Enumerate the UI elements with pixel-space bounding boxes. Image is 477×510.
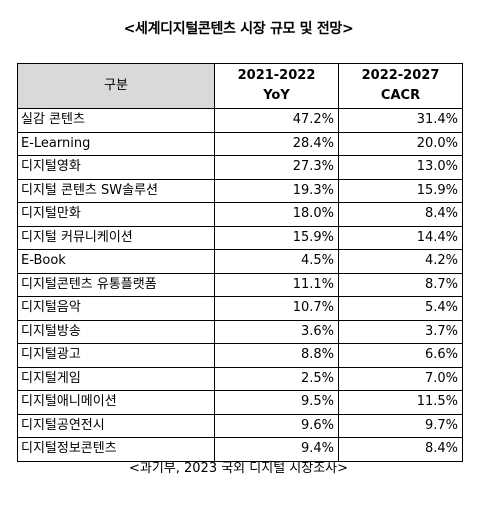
- row-yoy: 47.2%: [214, 108, 339, 133]
- row-yoy: 27.3%: [214, 155, 339, 180]
- row-name: 디지털게임: [17, 366, 215, 391]
- row-yoy: 28.4%: [214, 131, 339, 156]
- row-cacr: 8.4%: [338, 437, 463, 462]
- source-note: <과기부, 2023 국외 디지털 시장조사>: [128, 461, 349, 476]
- table-row: 디지털정보콘텐츠 9.4% 8.4%: [17, 437, 463, 462]
- row-name: 디지털 콘텐츠 SW솔루션: [17, 178, 215, 203]
- row-cacr: 15.9%: [338, 178, 463, 203]
- row-yoy: 11.1%: [214, 272, 339, 297]
- table-row: 실감 콘텐츠 47.2% 31.4%: [17, 108, 463, 133]
- row-cacr: 6.6%: [338, 343, 463, 368]
- table-row: 디지털 콘텐츠 SW솔루션 19.3% 15.9%: [17, 178, 463, 203]
- table-row: 디지털만화 18.0% 8.4%: [17, 202, 463, 227]
- row-cacr: 4.2%: [338, 249, 463, 274]
- table-row: 디지털게임 2.5% 7.0%: [17, 366, 463, 391]
- header-cacr: 2022-2027 CACR: [338, 63, 463, 109]
- row-cacr: 14.4%: [338, 225, 463, 250]
- row-cacr: 5.4%: [338, 296, 463, 321]
- row-cacr: 20.0%: [338, 131, 463, 156]
- table-row: 디지털방송 3.6% 3.7%: [17, 319, 463, 344]
- row-yoy: 15.9%: [214, 225, 339, 250]
- table-row: E-Learning 28.4% 20.0%: [17, 131, 463, 156]
- row-yoy: 2.5%: [214, 366, 339, 391]
- row-cacr: 9.7%: [338, 413, 463, 438]
- table-header-row: 구분 2021-2022 YoY 2022-2027 CACR: [17, 63, 463, 109]
- header-yoy-period: 2021-2022: [237, 68, 316, 83]
- page-title: <세계디지털콘텐츠 시장 규모 및 전망>: [123, 21, 354, 37]
- row-cacr: 7.0%: [338, 366, 463, 391]
- row-cacr: 11.5%: [338, 390, 463, 415]
- row-cacr: 31.4%: [338, 108, 463, 133]
- row-name: 디지털방송: [17, 319, 215, 344]
- row-name: E-Learning: [17, 131, 215, 156]
- table-row: 디지털영화 27.3% 13.0%: [17, 155, 463, 180]
- table-row: 디지털콘텐츠 유통플랫폼 11.1% 8.7%: [17, 272, 463, 297]
- row-yoy: 8.8%: [214, 343, 339, 368]
- row-name: 디지털음악: [17, 296, 215, 321]
- market-table: 구분 2021-2022 YoY 2022-2027 CACR 실감 콘텐츠 4…: [17, 63, 463, 462]
- table-row: E-Book 4.5% 4.2%: [17, 249, 463, 274]
- header-yoy: 2021-2022 YoY: [214, 63, 339, 109]
- row-name: 디지털공연전시: [17, 413, 215, 438]
- row-yoy: 9.6%: [214, 413, 339, 438]
- table-row: 디지털애니메이션 9.5% 11.5%: [17, 390, 463, 415]
- row-yoy: 19.3%: [214, 178, 339, 203]
- row-cacr: 3.7%: [338, 319, 463, 344]
- row-yoy: 10.7%: [214, 296, 339, 321]
- row-yoy: 18.0%: [214, 202, 339, 227]
- row-name: 디지털광고: [17, 343, 215, 368]
- row-yoy: 9.5%: [214, 390, 339, 415]
- header-cacr-label: CACR: [380, 88, 421, 103]
- row-cacr: 13.0%: [338, 155, 463, 180]
- row-name: 디지털 커뮤니케이션: [17, 225, 215, 250]
- row-name: 디지털정보콘텐츠: [17, 437, 215, 462]
- row-name: 디지털만화: [17, 202, 215, 227]
- table-row: 디지털광고 8.8% 6.6%: [17, 343, 463, 368]
- row-name: E-Book: [17, 249, 215, 274]
- row-name: 디지털애니메이션: [17, 390, 215, 415]
- table-row: 디지털음악 10.7% 5.4%: [17, 296, 463, 321]
- row-yoy: 4.5%: [214, 249, 339, 274]
- header-category: 구분: [17, 63, 215, 109]
- header-yoy-label: YoY: [263, 88, 290, 103]
- row-name: 실감 콘텐츠: [17, 108, 215, 133]
- table-row: 디지털 커뮤니케이션 15.9% 14.4%: [17, 225, 463, 250]
- header-cacr-period: 2022-2027: [361, 68, 440, 83]
- table-row: 디지털공연전시 9.6% 9.7%: [17, 413, 463, 438]
- row-cacr: 8.4%: [338, 202, 463, 227]
- row-name: 디지털콘텐츠 유통플랫폼: [17, 272, 215, 297]
- row-cacr: 8.7%: [338, 272, 463, 297]
- row-yoy: 3.6%: [214, 319, 339, 344]
- row-yoy: 9.4%: [214, 437, 339, 462]
- row-name: 디지털영화: [17, 155, 215, 180]
